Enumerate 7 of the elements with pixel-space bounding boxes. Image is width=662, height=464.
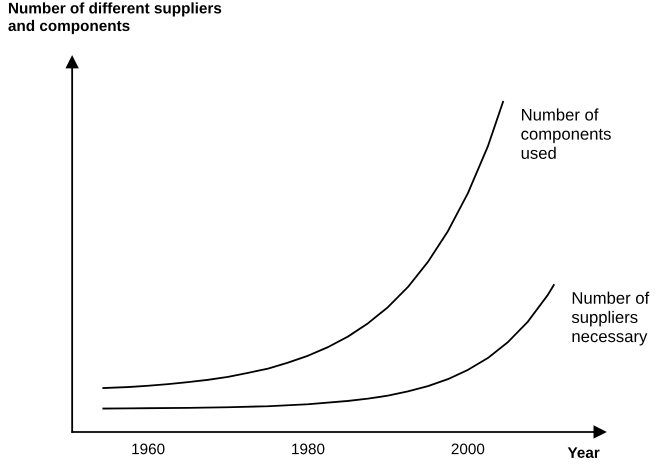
series-label: Number of components used [521, 108, 611, 159]
series-label: Number of suppliers necessary [572, 292, 650, 346]
x-tick-label: 2000 [452, 444, 484, 454]
x-tick-label: 1960 [132, 444, 164, 454]
y-axis-title: Number of different suppliers and components [8, 2, 222, 34]
x-tick-label: 1980 [292, 444, 324, 454]
x-axis-title: Year [568, 447, 600, 458]
